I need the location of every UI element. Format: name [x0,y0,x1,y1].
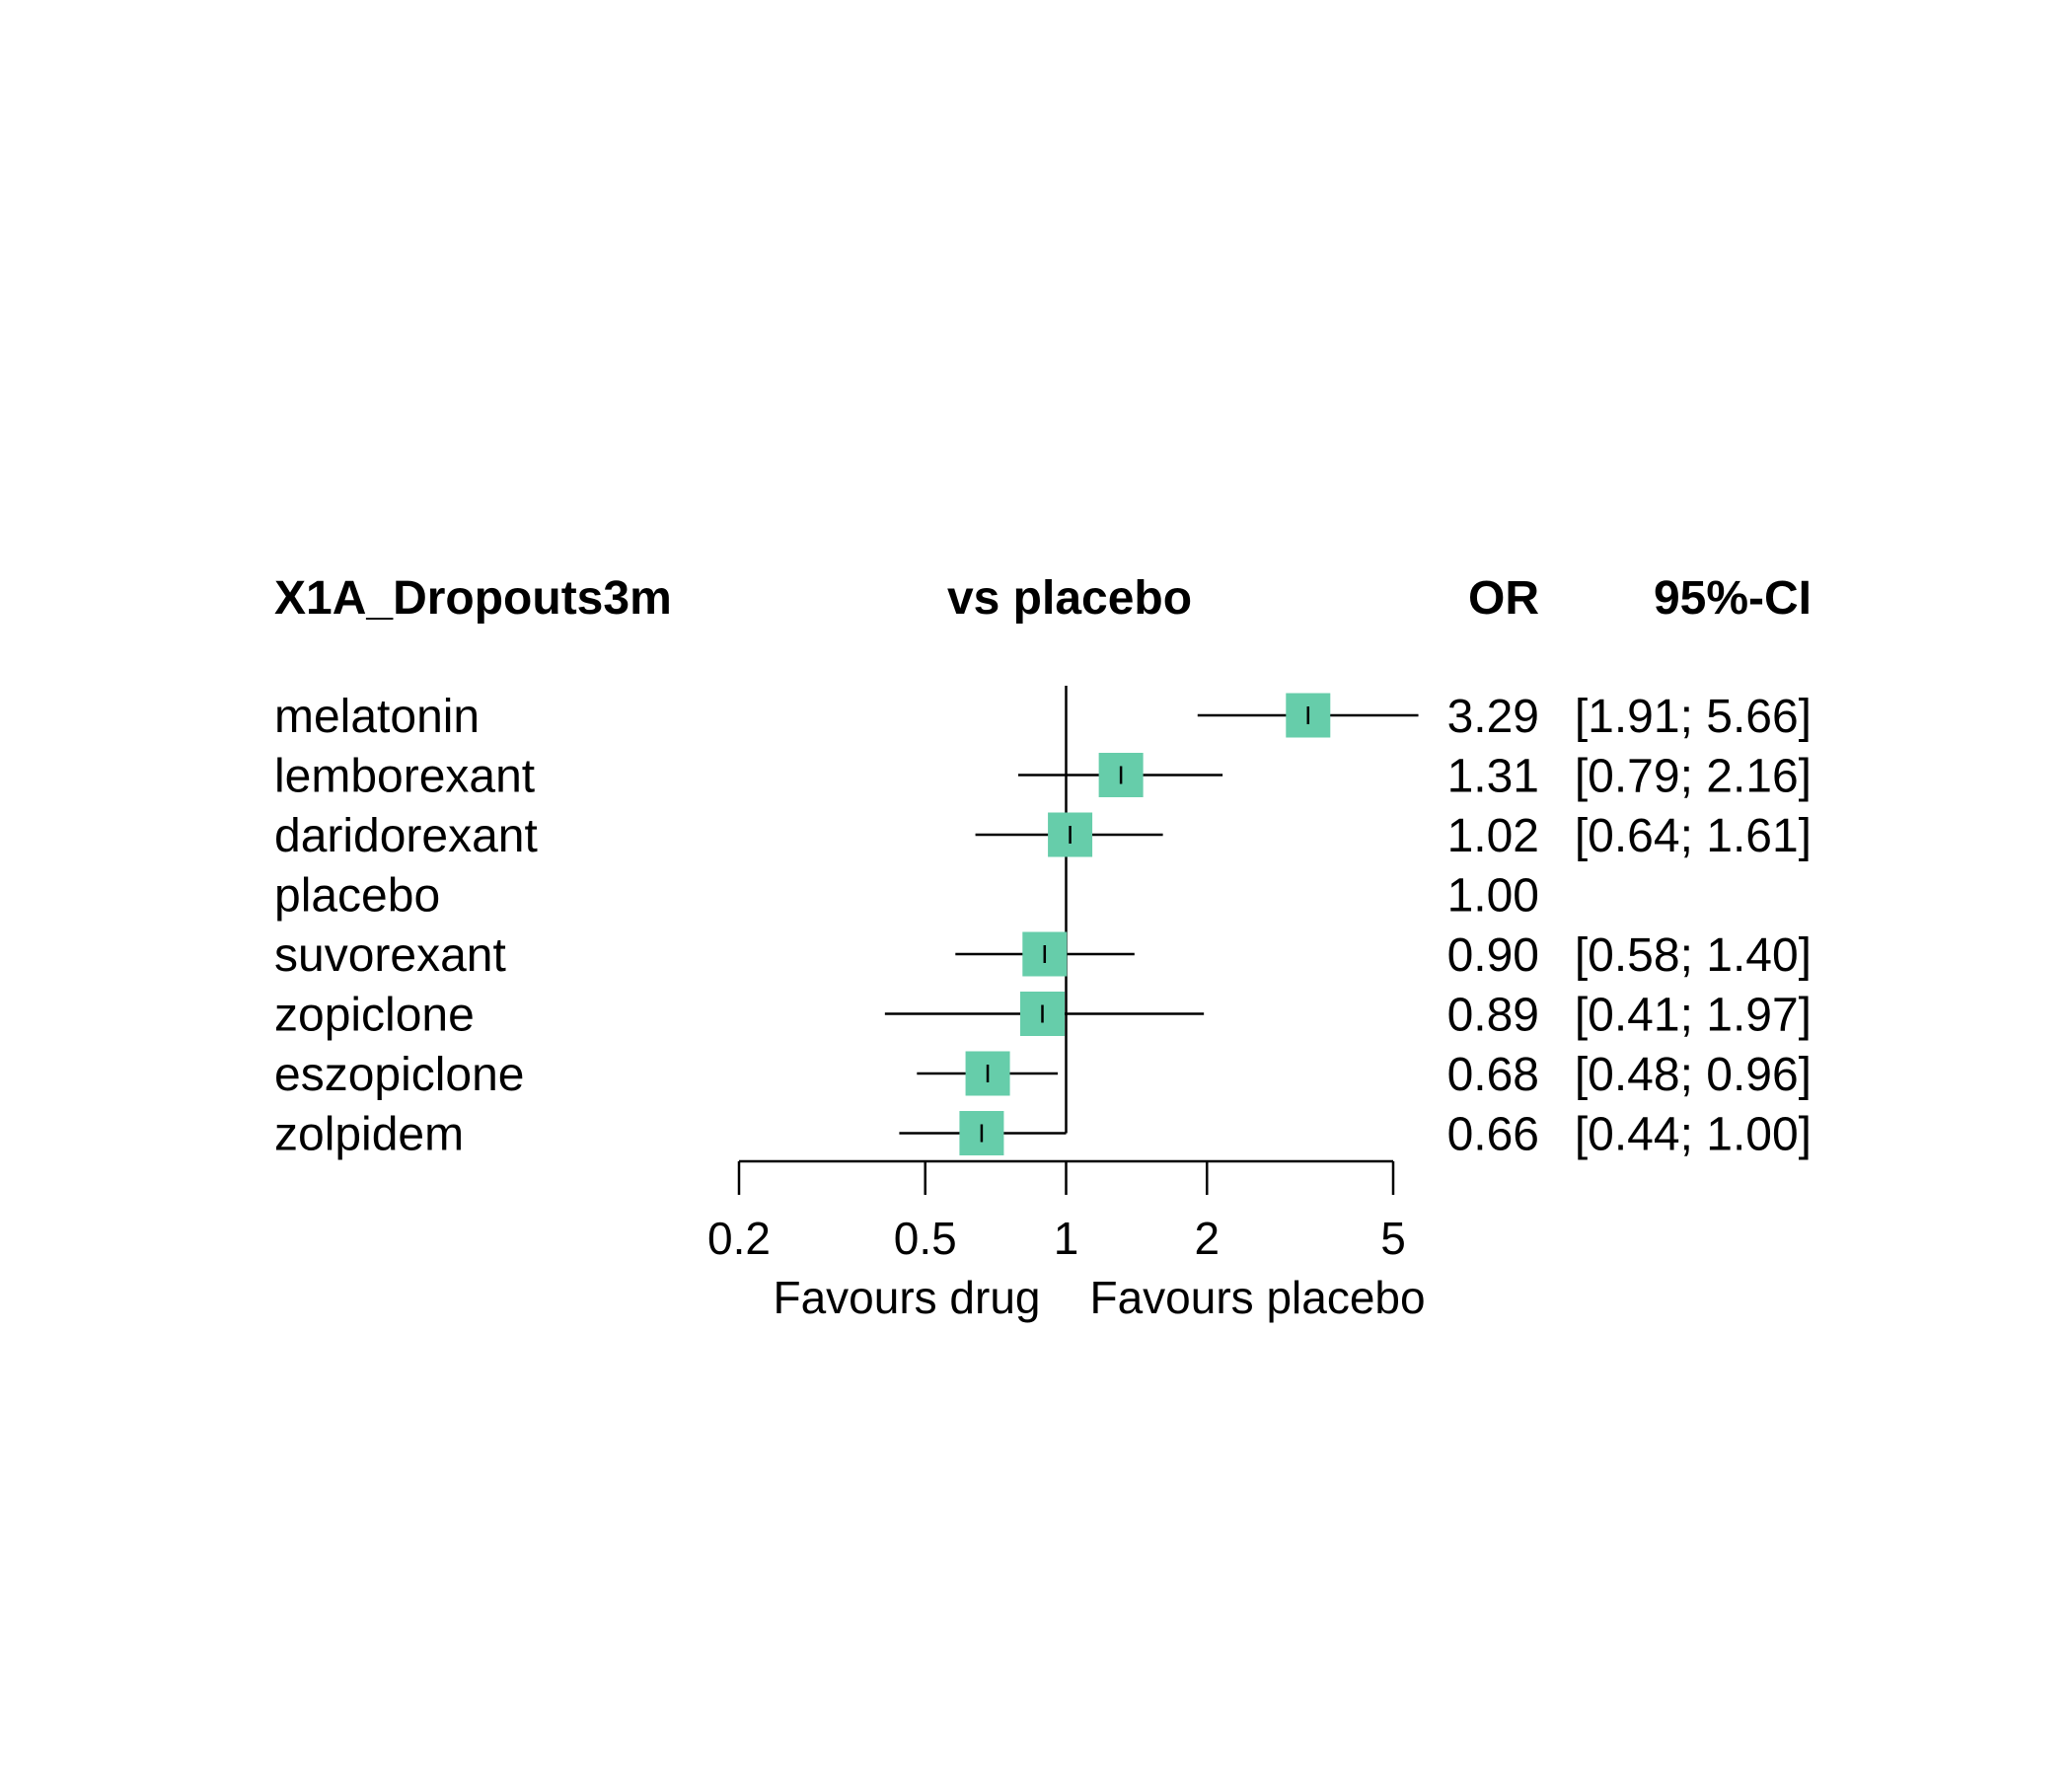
row-label: daridorexant [274,810,538,862]
forest-row: eszopiclone 0.68 [0.48; 0.96] [274,1049,1812,1101]
forest-row: placebo 1.00 [274,870,1539,923]
row-or: 1.31 [1447,751,1539,803]
axis-tick-label: 2 [1194,1213,1220,1264]
column-headers: X1A_Dropouts3m vs placebo OR 95%-CI [274,572,1812,625]
forest-row: lemborexant 1.31 [0.79; 2.16] [274,751,1812,803]
row-ci: [1.91; 5.66] [1575,691,1812,743]
row-label: zopiclone [274,990,475,1042]
row-or: 0.90 [1447,929,1539,982]
row-or: 0.66 [1447,1109,1539,1161]
forest-row: zolpidem 0.66 [0.44; 1.00] [274,1109,1812,1161]
row-ci: [0.48; 0.96] [1575,1049,1812,1101]
favours-right-label: Favours placebo [1090,1272,1426,1323]
header-comparison: vs placebo [947,572,1192,625]
forest-row: daridorexant 1.02 [0.64; 1.61] [274,810,1812,862]
header-estimate: OR [1468,572,1539,625]
forest-row: zopiclone 0.89 [0.41; 1.97] [274,990,1812,1042]
row-or: 1.00 [1447,870,1539,923]
row-or: 1.02 [1447,810,1539,862]
header-ci: 95%-CI [1654,572,1812,625]
forest-row: suvorexant 0.90 [0.58; 1.40] [274,929,1812,982]
row-label: zolpidem [274,1109,464,1161]
row-ci: [0.58; 1.40] [1575,929,1812,982]
row-or: 3.29 [1447,691,1539,743]
axis-tick-label: 0.5 [894,1213,957,1264]
row-ci: [0.79; 2.16] [1575,751,1812,803]
axis-tick-label: 5 [1380,1213,1406,1264]
study-rows: melatonin 3.29 [1.91; 5.66] lemborexant 1.31… [274,691,1812,1161]
x-axis: 0.2 0.5 1 2 5 Favours drug Favours placebo [707,1159,1426,1323]
row-label: suvorexant [274,929,506,982]
row-ci: [0.44; 1.00] [1575,1109,1812,1161]
row-ci: [0.64; 1.61] [1575,810,1812,862]
favours-left-label: Favours drug [773,1272,1040,1323]
axis-tick-label: 0.2 [707,1213,771,1264]
row-label: placebo [274,870,440,923]
row-label: eszopiclone [274,1049,525,1101]
row-or: 0.68 [1447,1049,1539,1101]
axis-tick-label: 1 [1054,1213,1079,1264]
row-label: melatonin [274,691,480,743]
row-ci: [0.41; 1.97] [1575,990,1812,1042]
header-outcome: X1A_Dropouts3m [274,572,672,625]
row-or: 0.89 [1447,990,1539,1042]
row-label: lemborexant [274,751,535,803]
forest-row: melatonin 3.29 [1.91; 5.66] [274,691,1812,743]
